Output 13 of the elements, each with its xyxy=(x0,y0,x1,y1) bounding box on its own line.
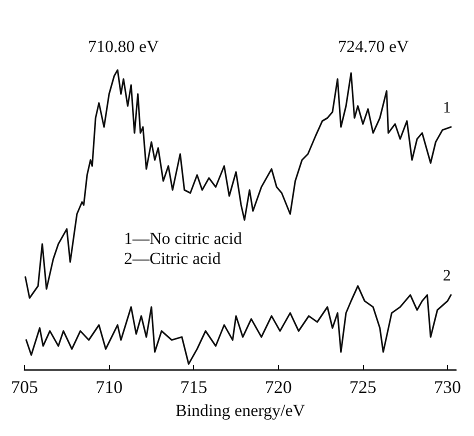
x-tick-label: 710 xyxy=(96,377,123,397)
text: 724.70 eV xyxy=(338,37,410,56)
x-tick-label: 720 xyxy=(264,377,292,397)
series-label: 2 xyxy=(442,268,451,284)
x-tick-label: 725 xyxy=(349,377,376,397)
x-tick-label: 705 xyxy=(11,377,38,397)
x-axis-title: Binding energy/eV xyxy=(175,401,306,420)
annotation: 1—No citric acid xyxy=(124,229,243,248)
text: 710.80 eV xyxy=(88,37,160,56)
annotation: 2—Citric acid xyxy=(124,249,222,268)
x-tick-label: 715 xyxy=(180,377,208,397)
x-tick-label: 730 xyxy=(434,377,462,397)
series-label: 1 xyxy=(442,100,451,116)
